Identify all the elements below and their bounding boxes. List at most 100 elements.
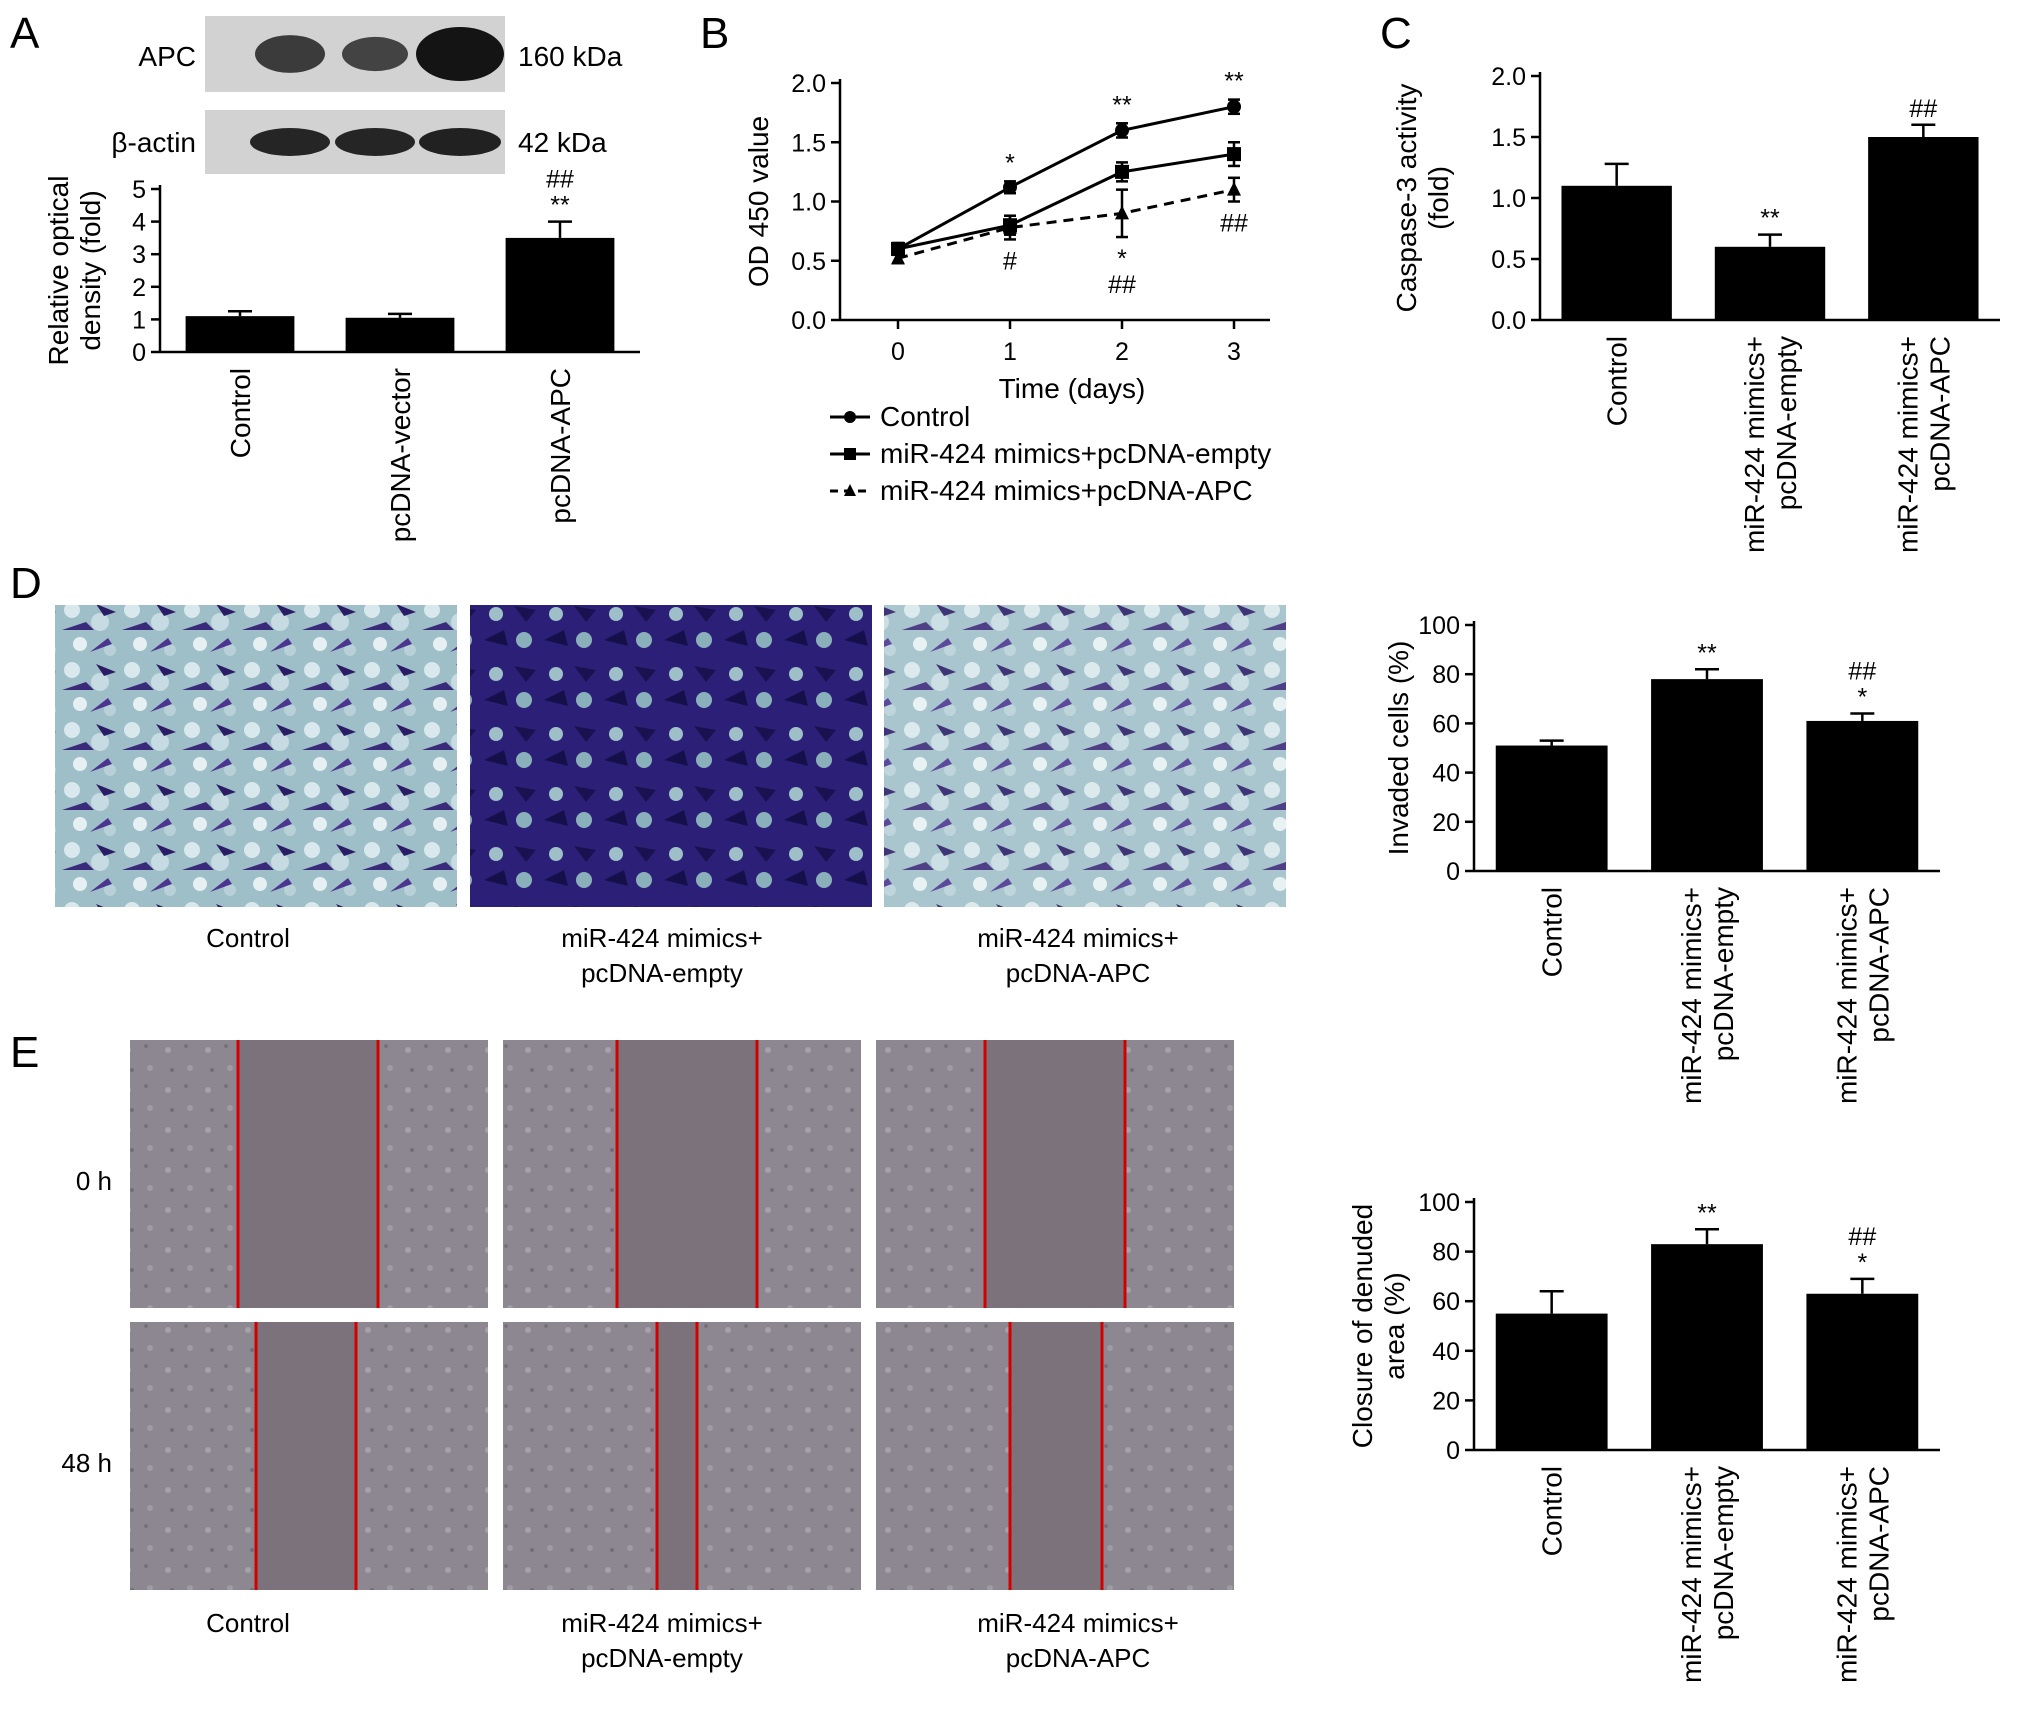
wound-0h-apc-gap — [985, 1040, 1125, 1308]
significance-e-2-1: ** — [1697, 1199, 1717, 1227]
significance-b-1-3: ** — [1224, 68, 1244, 96]
invasion-caption-1a: Control — [206, 923, 290, 953]
bar-e-3 — [1806, 1293, 1919, 1450]
y-tick-label-e-3: 60 — [1432, 1288, 1460, 1316]
y-tick-label-c-3: 1.5 — [1491, 124, 1526, 152]
bar-d-3 — [1806, 720, 1919, 871]
y-tick-label-d-1: 20 — [1432, 809, 1460, 837]
x-tick-label-b-0: 0 — [891, 338, 905, 366]
row-label-48h: 48 h — [61, 1448, 112, 1478]
y-tick-label-a-1: 1 — [132, 306, 146, 334]
significance-e-3-1: ## — [1848, 1223, 1876, 1251]
invasion-image-empty — [470, 605, 872, 907]
y-axis-title-e: Closure of denudedarea (%) — [1347, 1204, 1410, 1448]
category-label-c-1: Control — [1602, 336, 1633, 426]
wound-48h-apc-gap — [1010, 1322, 1102, 1590]
significance-d-3-1: ## — [1848, 658, 1876, 686]
y-axis-title-c: Caspase-3 activity(fold) — [1391, 84, 1454, 313]
wound-caption-3a: miR-424 mimics+ — [977, 1608, 1179, 1638]
y-tick-label-a-5: 5 — [132, 176, 146, 204]
bar-d-1 — [1495, 745, 1608, 871]
point-b-3-0 — [891, 250, 905, 265]
y-tick-label-c-4: 2.0 — [1491, 63, 1526, 91]
bar-d-2 — [1651, 679, 1763, 871]
legend-marker-1 — [844, 411, 856, 423]
panel-letter-d: D — [10, 559, 42, 608]
y-tick-label-b-2: 1.0 — [791, 189, 826, 217]
series-line-3 — [897, 188, 1235, 260]
chart-e-closure: 0 20 40 60 80 100 Control ** miR-424 mimics+pcDN… — [1347, 1189, 1940, 1683]
point-b-2-3 — [1227, 147, 1241, 162]
series-line-2 — [897, 152, 1235, 251]
bar-e-1 — [1495, 1313, 1608, 1450]
western-blot: APC 160 kDa β-actin 42 kDa — [111, 16, 623, 174]
category-label-e-3: miR-424 mimics+pcDNA-APC — [1831, 1466, 1894, 1683]
significance-b-3-2: * — [1117, 245, 1127, 273]
x-axis-title-b: Time (days) — [999, 373, 1146, 404]
category-label-c-2: miR-424 mimics+pcDNA-empty — [1739, 336, 1802, 553]
series-line-1 — [897, 105, 1235, 251]
y-tick-label-d-3: 60 — [1432, 710, 1460, 738]
y-tick-label-b-0: 0.0 — [791, 307, 826, 335]
panel-letter-e: E — [10, 1028, 39, 1077]
y-tick-label-d-2: 40 — [1432, 760, 1460, 788]
y-tick-label-e-2: 40 — [1432, 1338, 1460, 1366]
legend-label-3: miR-424 mimics+pcDNA-APC — [880, 475, 1253, 506]
significance-d-2-1: ** — [1697, 639, 1717, 667]
y-axis-title-d: Invaded cells (%) — [1383, 641, 1414, 856]
significance-a-3-1: ## — [546, 166, 574, 194]
point-b-3-1 — [1003, 219, 1017, 234]
significance-b-3-3: ## — [1108, 271, 1136, 299]
legend-marker-2 — [844, 448, 856, 460]
y-tick-label-c-2: 1.0 — [1491, 185, 1526, 213]
category-label-c-3: miR-424 mimics+pcDNA-APC — [1892, 336, 1955, 553]
significance-d-3-2: * — [1857, 684, 1867, 712]
panel-letter-a: A — [10, 9, 40, 58]
category-label-d-3: miR-424 mimics+pcDNA-APC — [1831, 887, 1894, 1104]
bar-c-2 — [1714, 246, 1826, 320]
blot-size-apc: 160 kDa — [518, 41, 623, 72]
wound-healing-images: 0 h 48 h Control miR-424 mimics+ pcDNA-e… — [61, 1040, 1234, 1673]
y-tick-label-b-4: 2.0 — [791, 70, 826, 98]
wound-48h-control-gap — [256, 1322, 356, 1590]
y-tick-label-d-4: 80 — [1432, 661, 1460, 689]
point-b-2-2 — [1115, 164, 1129, 179]
legend-label-2: miR-424 mimics+pcDNA-empty — [880, 438, 1271, 469]
blot-label-actin: β-actin — [111, 127, 196, 158]
significance-b-3-4: ## — [1220, 210, 1248, 238]
wound-caption-3b: pcDNA-APC — [1006, 1643, 1150, 1673]
invasion-caption-3b: pcDNA-APC — [1006, 958, 1150, 988]
y-tick-label-a-0: 0 — [132, 339, 146, 367]
invasion-images: Control miR-424 mimics+ pcDNA-empty miR-… — [55, 605, 1286, 988]
invasion-caption-2a: miR-424 mimics+ — [561, 923, 763, 953]
point-b-1-2 — [1115, 123, 1129, 138]
x-tick-label-b-2: 2 — [1115, 338, 1129, 366]
category-label-a-2: pcDNA-vector — [385, 368, 416, 542]
bar-c-3 — [1868, 137, 1979, 320]
legend-label-1: Control — [880, 401, 970, 432]
wound-caption-1a: Control — [206, 1608, 290, 1638]
bar-a-2 — [345, 317, 455, 352]
y-tick-label-d-5: 100 — [1418, 612, 1460, 640]
panel-letter-c: C — [1380, 9, 1412, 58]
bar-a-3 — [505, 237, 615, 352]
y-tick-label-e-1: 20 — [1432, 1387, 1460, 1415]
significance-b-1-2: ** — [1112, 91, 1132, 119]
chart-a-relative-density: 0 1 2 3 4 5 Control pcDNA-vector ##** pcDNA-APC Re… — [43, 166, 640, 542]
point-b-1-3 — [1227, 99, 1241, 114]
blot-band-actin-3 — [419, 128, 501, 156]
y-tick-label-e-4: 80 — [1432, 1239, 1460, 1267]
legend-marker-3 — [844, 484, 856, 496]
invasion-image-apc — [884, 605, 1286, 907]
y-tick-label-e-5: 100 — [1418, 1189, 1460, 1217]
blot-band-apc-1 — [255, 35, 325, 73]
y-axis-title-b: OD 450 value — [743, 116, 774, 287]
y-tick-label-d-0: 0 — [1446, 858, 1460, 886]
blot-band-apc-3 — [416, 27, 504, 81]
invasion-image-control — [55, 605, 457, 907]
y-tick-label-e-0: 0 — [1446, 1437, 1460, 1465]
point-b-1-1 — [1003, 180, 1017, 195]
category-label-a-1: Control — [225, 368, 256, 458]
category-label-a-3: pcDNA-APC — [545, 368, 576, 524]
